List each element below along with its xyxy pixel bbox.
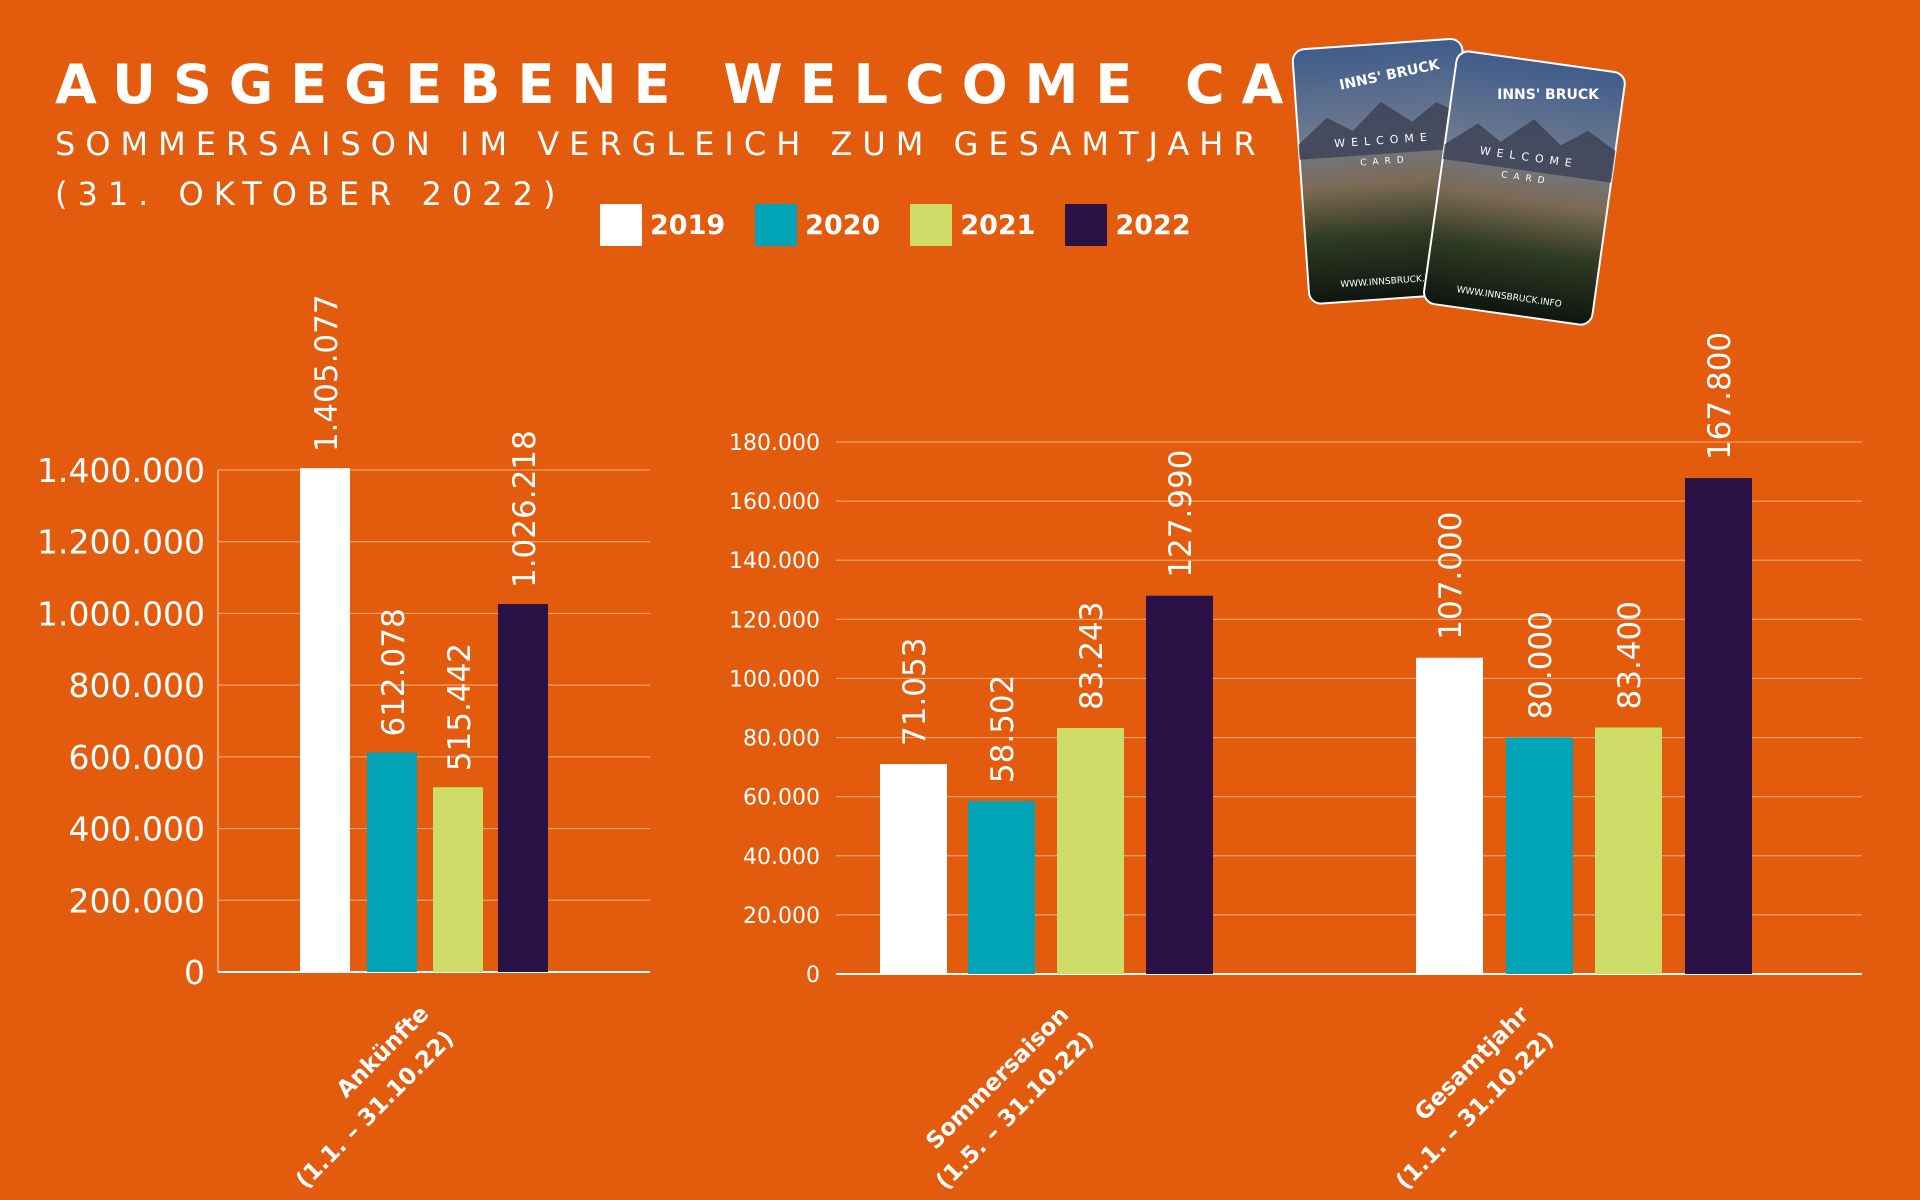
bar-ankuenfte-2022 bbox=[498, 604, 548, 972]
legend-label: 2022 bbox=[1115, 209, 1191, 241]
y-tick-label: 600.000 bbox=[69, 738, 205, 777]
legend-swatch bbox=[755, 204, 798, 246]
y-tick-label: 180.000 bbox=[729, 431, 820, 456]
legend-label: 2021 bbox=[960, 209, 1036, 241]
bar-sommersaison-2020 bbox=[968, 801, 1035, 974]
y-tick-label: 80.000 bbox=[743, 727, 820, 752]
legend: 2019 2020 2021 2022 bbox=[600, 203, 1221, 247]
data-label: 83.243 bbox=[1074, 601, 1110, 709]
data-label: 83.400 bbox=[1612, 601, 1648, 709]
y-tick-label: 160.000 bbox=[729, 490, 820, 515]
bar-sommersaison-2022 bbox=[1146, 595, 1213, 974]
legend-swatch bbox=[1065, 204, 1108, 246]
y-tick-label: 0 bbox=[806, 963, 820, 988]
data-label: 58.502 bbox=[985, 675, 1021, 783]
chart-date: (31. OKTOBER 2022) bbox=[55, 175, 566, 213]
welcome-card-image: INNS' BRUCK WELCOME CARD WWW.INNSBRUCK.I… bbox=[1291, 37, 1626, 326]
bar-gesamtjahr-2022 bbox=[1685, 478, 1752, 974]
data-label: 167.800 bbox=[1702, 332, 1738, 460]
legend-label: 2020 bbox=[805, 209, 881, 241]
y-tick-label: 20.000 bbox=[743, 904, 820, 929]
bar-sommersaison-2021 bbox=[1057, 727, 1124, 974]
chart-subtitle: SOMMERSAISON IM VERGLEICH ZUM GESAMTJAHR bbox=[55, 125, 1266, 163]
y-tick-label: 1.200.000 bbox=[37, 523, 205, 562]
legend-swatch bbox=[910, 204, 953, 246]
y-tick-label: 40.000 bbox=[743, 845, 820, 870]
bar-gesamtjahr-2021 bbox=[1595, 727, 1662, 974]
data-label: 127.990 bbox=[1163, 450, 1199, 578]
data-label: 71.053 bbox=[897, 638, 933, 746]
y-tick-label: 1.400.000 bbox=[37, 451, 205, 490]
bar-sommersaison-2019 bbox=[880, 763, 947, 974]
data-label: 1.026.218 bbox=[507, 430, 543, 588]
data-label: 107.000 bbox=[1433, 512, 1469, 640]
data-label: 1.405.077 bbox=[309, 294, 345, 452]
y-tick-label: 100.000 bbox=[729, 667, 820, 692]
card-logo: INNS' BRUCK bbox=[1497, 87, 1600, 103]
y-tick-label: 800.000 bbox=[69, 666, 205, 705]
bar-ankuenfte-2021 bbox=[433, 787, 483, 972]
y-tick-label: 400.000 bbox=[69, 810, 205, 849]
bar-gesamtjahr-2019 bbox=[1416, 657, 1483, 974]
y-tick-label: 200.000 bbox=[69, 881, 205, 920]
chart-title: AUSGEGEBENE WELCOME CARDS bbox=[55, 53, 1477, 116]
data-label: 80.000 bbox=[1523, 611, 1559, 719]
data-label: 515.442 bbox=[442, 643, 478, 771]
bar-gesamtjahr-2020 bbox=[1506, 737, 1573, 974]
welcome-card-front: INNS' BRUCK WELCOME CARD WWW.INNSBRUCK.I… bbox=[1423, 50, 1626, 326]
data-label: 612.078 bbox=[376, 608, 412, 736]
bar-ankuenfte-2020 bbox=[367, 752, 417, 972]
legend-item-2019: 2019 bbox=[600, 204, 725, 246]
bar-ankuenfte-2019 bbox=[300, 468, 350, 972]
y-tick-label: 120.000 bbox=[729, 608, 820, 633]
card-subtitle: CARD bbox=[1360, 155, 1410, 168]
y-tick-label: 1.000.000 bbox=[37, 594, 205, 633]
legend-label: 2019 bbox=[650, 209, 726, 241]
y-tick-label: 0 bbox=[184, 953, 205, 992]
y-tick-label: 60.000 bbox=[743, 786, 820, 811]
legend-item-2020: 2020 bbox=[755, 204, 880, 246]
y-tick-label: 140.000 bbox=[729, 549, 820, 574]
legend-swatch bbox=[600, 204, 642, 246]
legend-item-2022: 2022 bbox=[1065, 204, 1191, 246]
legend-item-2021: 2021 bbox=[910, 204, 1035, 246]
